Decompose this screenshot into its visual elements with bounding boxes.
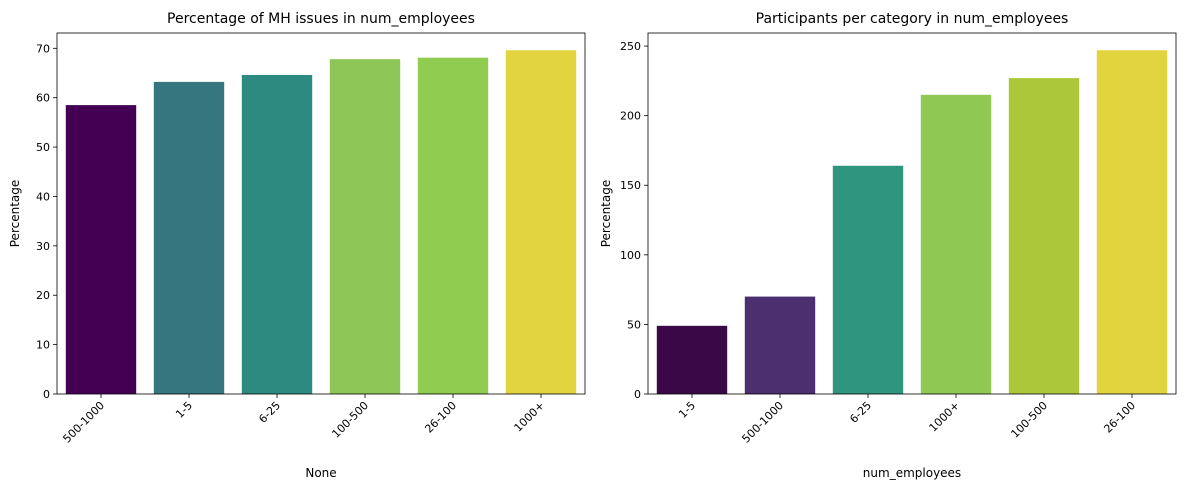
y-axis-label: Percentage — [599, 180, 613, 248]
x-tick-label: 500-1000 — [739, 399, 786, 446]
chart-panel-1: 0 10 20 30 40 50 60 70 500-1000 1-5 6-25 100-500 26-… — [8, 11, 586, 480]
x-tick-label: 1-5 — [676, 399, 698, 421]
bar — [920, 94, 992, 394]
x-tick-label: 500-1000 — [60, 399, 107, 446]
chart-title: Participants per category in num_employe… — [756, 11, 1069, 27]
x-tick-label: 100-500 — [329, 399, 371, 441]
y-tick-label: 30 — [36, 240, 50, 253]
bar — [241, 74, 313, 394]
y-tick-label: 200 — [620, 110, 641, 123]
x-tick-label: 1000+ — [512, 399, 548, 435]
bar — [1096, 50, 1168, 395]
x-tick-label: 26-100 — [1101, 399, 1138, 436]
y-tick-label: 10 — [36, 339, 50, 352]
bar — [417, 57, 489, 395]
chart-title: Percentage of MH issues in num_employees — [167, 11, 475, 27]
bar — [832, 165, 904, 394]
axes-frame — [56, 32, 586, 395]
y-tick-label: 50 — [36, 141, 50, 154]
bar — [153, 81, 225, 394]
bar — [656, 325, 728, 394]
axes-frame — [647, 32, 1177, 395]
bar — [65, 105, 137, 395]
y-tick-label: 40 — [36, 190, 50, 203]
y-tick-label: 100 — [620, 249, 641, 262]
x-tick-label: 26-100 — [422, 399, 459, 436]
x-tick-label: 6-25 — [256, 399, 283, 426]
bar — [744, 296, 816, 394]
y-tick-label: 0 — [43, 388, 50, 401]
y-tick-label: 0 — [634, 388, 641, 401]
y-tick-label: 60 — [36, 92, 50, 105]
bar — [329, 59, 401, 394]
y-tick-label: 20 — [36, 289, 50, 302]
x-tick-label: 1000+ — [927, 399, 963, 435]
chart-panel-2: 0 50 100 150 200 250 1-5 500-1000 6-25 1000+ 100-5… — [599, 11, 1177, 480]
y-tick-label: 50 — [627, 318, 641, 331]
y-tick-label: 250 — [620, 40, 641, 53]
y-axis-label: Percentage — [8, 180, 22, 248]
x-axis-label: num_employees — [863, 466, 961, 480]
x-tick-label: 1-5 — [173, 399, 195, 421]
y-tick-label: 70 — [36, 42, 50, 55]
bar — [505, 50, 577, 394]
x-axis-label: None — [305, 466, 336, 480]
x-tick-label: 6-25 — [847, 399, 874, 426]
y-tick-label: 150 — [620, 179, 641, 192]
bar — [1008, 78, 1080, 394]
x-tick-label: 100-500 — [1008, 399, 1050, 441]
